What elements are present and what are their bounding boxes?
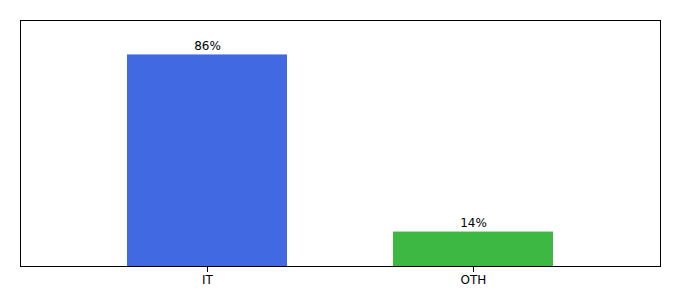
svg-text:86%: 86% [194,39,221,53]
svg-text:IT: IT [202,273,214,287]
svg-text:OTH: OTH [461,273,487,287]
svg-text:14%: 14% [460,216,487,230]
